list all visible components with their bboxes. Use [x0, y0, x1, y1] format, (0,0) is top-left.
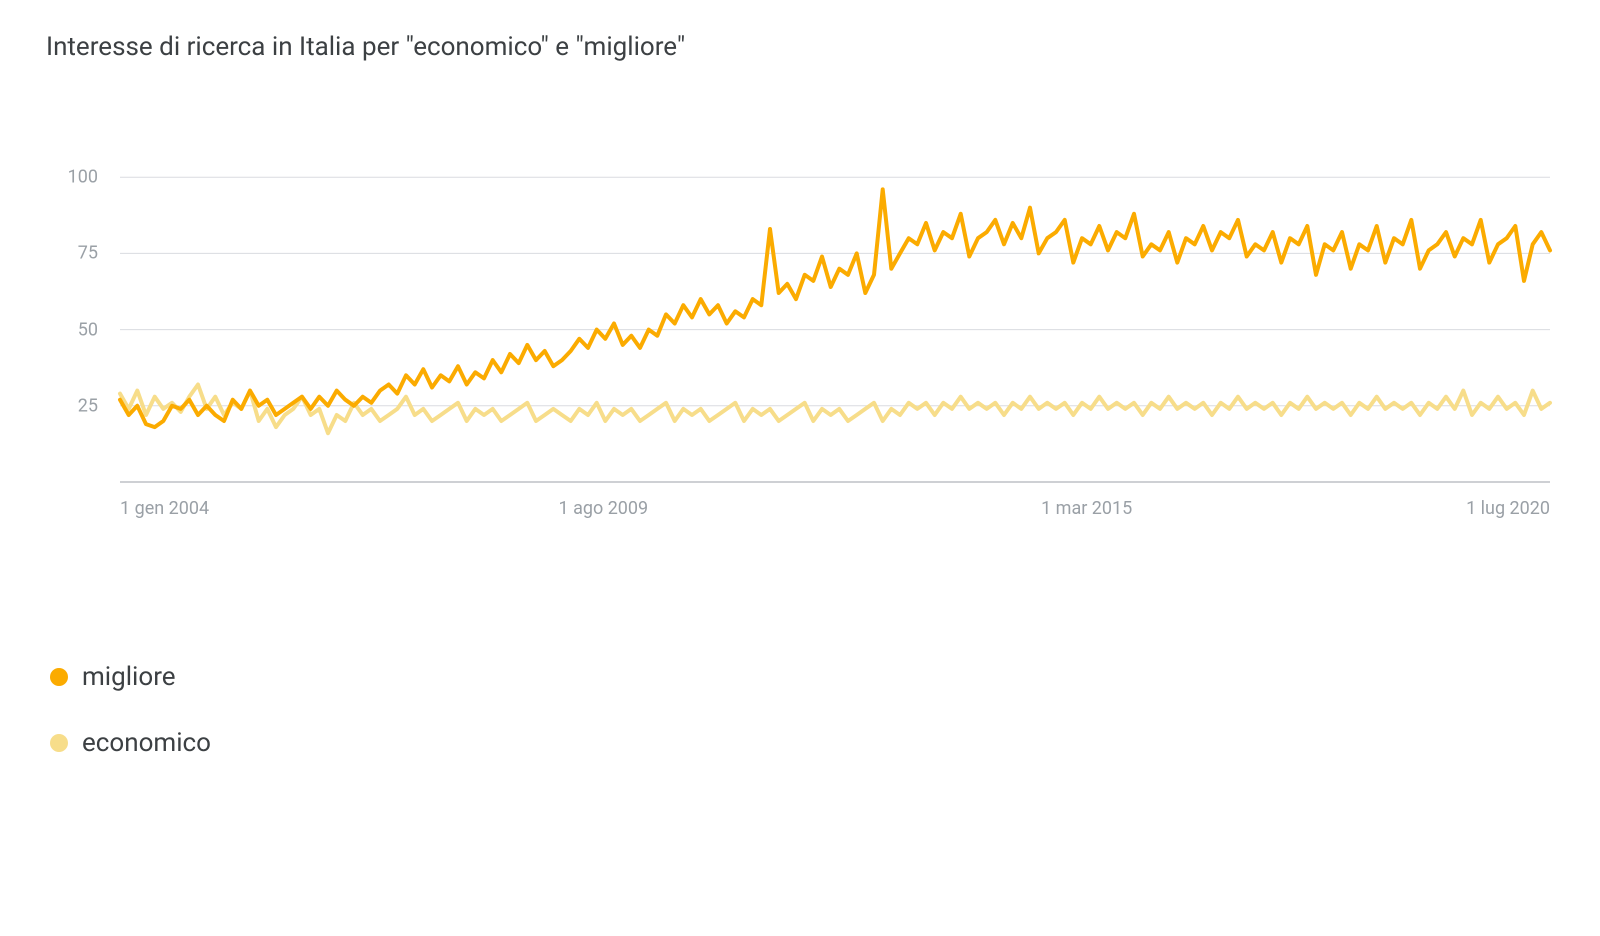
- x-tick-label: 1 lug 2020: [1466, 498, 1550, 519]
- legend-item-economico: economico: [50, 728, 1560, 758]
- series-line-migliore: [120, 189, 1550, 427]
- legend: migliore economico: [50, 662, 1560, 758]
- legend-dot-icon: [50, 668, 68, 686]
- x-tick-label: 1 gen 2004: [120, 498, 209, 519]
- y-axis-labels: 25 50 75 100: [50, 162, 110, 522]
- legend-label: migliore: [82, 662, 176, 692]
- y-tick-label: 25: [78, 395, 98, 416]
- plot-area: [120, 162, 1550, 482]
- chart-container: 25 50 75 100 1 gen 2004 1 ago 2009 1 mar 2015…: [50, 162, 1550, 522]
- y-tick-label: 50: [78, 319, 98, 340]
- y-tick-label: 100: [68, 167, 98, 188]
- x-tick-label: 1 mar 2015: [1041, 498, 1132, 519]
- x-tick-label: 1 ago 2009: [558, 498, 648, 519]
- chart-svg: [120, 162, 1550, 482]
- chart-title: Interesse di ricerca in Italia per "econ…: [46, 32, 1560, 62]
- legend-dot-icon: [50, 734, 68, 752]
- y-tick-label: 75: [78, 243, 98, 264]
- x-axis-labels: 1 gen 2004 1 ago 2009 1 mar 2015 1 lug 2020: [120, 492, 1550, 522]
- legend-item-migliore: migliore: [50, 662, 1560, 692]
- legend-label: economico: [82, 728, 211, 758]
